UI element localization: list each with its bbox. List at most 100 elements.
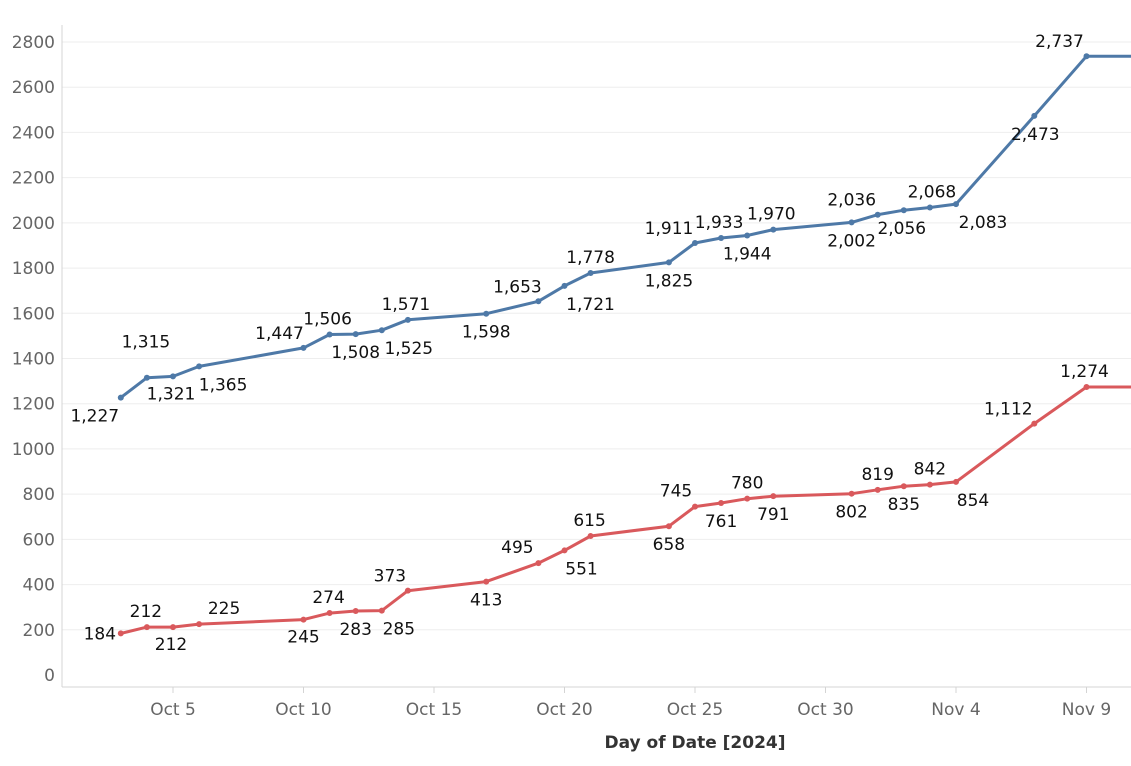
data-label: 842 [914, 460, 946, 480]
y-tick-label: 1400 [12, 350, 55, 370]
data-label: 212 [155, 635, 187, 655]
data-point [1031, 420, 1038, 427]
x-axis-title: Day of Date [2024] [604, 733, 785, 753]
y-tick-label: 2200 [12, 169, 55, 189]
data-point [404, 316, 411, 323]
data-label: 819 [861, 465, 893, 485]
x-tick-label: Nov 4 [931, 700, 980, 720]
x-tick-label: Oct 5 [150, 700, 196, 720]
data-point [874, 486, 881, 493]
x-tick-label: Oct 15 [406, 700, 462, 720]
data-label: 854 [957, 491, 989, 511]
data-label: 212 [130, 602, 162, 622]
gridlines [62, 41, 1131, 631]
data-point [926, 204, 933, 211]
data-label: 658 [653, 535, 685, 555]
data-label: 413 [470, 591, 502, 611]
y-axis-ticks: 0 200 400 600 800 1000 1200 1400 1600 1800 2000 220… [12, 33, 55, 686]
data-label: 495 [501, 538, 533, 558]
series-2 [117, 383, 1131, 637]
data-label: 283 [339, 620, 371, 640]
y-tick-label: 1000 [12, 440, 55, 460]
data-label: 1,598 [462, 323, 511, 343]
x-tick-label: Oct 20 [536, 700, 592, 720]
data-point [587, 532, 594, 539]
data-label: 615 [573, 511, 605, 531]
data-point [665, 523, 672, 530]
x-tick-label: Nov 9 [1062, 700, 1111, 720]
y-tick-label: 1600 [12, 304, 55, 324]
y-tick-label: 2000 [12, 214, 55, 234]
data-label: 2,002 [827, 231, 876, 251]
data-label: 1,447 [255, 324, 304, 344]
data-point [143, 374, 150, 381]
y-tick-label: 1200 [12, 395, 55, 415]
data-point [561, 547, 568, 554]
data-label: 1,365 [199, 375, 248, 395]
data-label: 1,227 [70, 407, 119, 427]
data-label: 1,315 [122, 333, 171, 353]
data-point [404, 587, 411, 594]
data-point [1083, 53, 1090, 60]
data-point [900, 207, 907, 214]
y-tick-label: 600 [23, 530, 55, 550]
data-point [170, 373, 176, 380]
data-label: 373 [374, 567, 406, 587]
data-point [1083, 383, 1090, 390]
y-tick-label: 2400 [12, 123, 55, 143]
data-label: 1,274 [1060, 362, 1109, 382]
data-label: 1,506 [303, 310, 352, 330]
data-point [143, 624, 150, 631]
data-label: 780 [731, 474, 763, 494]
y-tick-label: 0 [44, 666, 55, 686]
data-label: 2,036 [827, 191, 876, 211]
y-tick-label: 200 [23, 621, 55, 641]
data-label: 745 [660, 482, 692, 502]
y-tick-label: 2600 [12, 78, 55, 98]
data-label: 1,721 [566, 295, 615, 315]
data-label: 1,112 [984, 400, 1033, 420]
data-point [326, 610, 333, 617]
data-label: 1,525 [384, 339, 433, 359]
data-label: 1,571 [382, 295, 431, 315]
data-label: 285 [383, 620, 415, 640]
data-point [117, 394, 124, 401]
data-label: 2,083 [959, 213, 1008, 233]
data-point [770, 493, 777, 500]
data-label: 1,911 [645, 219, 694, 239]
x-axis-ticks: Oct 5 Oct 10 Oct 15 Oct 20 Oct 25 Oct 30 Nov 4… [150, 687, 1111, 720]
series-line [120, 385, 1131, 635]
data-label: 802 [835, 503, 867, 523]
data-point [117, 630, 124, 637]
x-tick-label: Oct 10 [275, 700, 331, 720]
series-group [117, 53, 1131, 637]
data-label: 1,944 [723, 245, 772, 265]
data-point [1031, 112, 1038, 119]
x-tick-label: Oct 25 [667, 700, 723, 720]
data-point [170, 624, 176, 631]
data-point [352, 608, 359, 615]
data-point [561, 282, 568, 289]
data-point [953, 478, 959, 485]
data-label: 1,321 [147, 384, 196, 404]
data-point [926, 481, 933, 488]
data-point [665, 259, 672, 266]
data-label: 274 [312, 588, 344, 608]
data-point [535, 560, 542, 567]
y-tick-label: 800 [23, 485, 55, 505]
data-label: 1,653 [493, 277, 542, 297]
data-label: 1,508 [331, 343, 380, 363]
axes [61, 25, 1131, 688]
data-point [692, 239, 698, 246]
data-label: 835 [888, 495, 920, 515]
data-label: 2,068 [908, 182, 957, 202]
data-label: 2,473 [1011, 125, 1060, 145]
data-label: 1,825 [645, 271, 694, 291]
data-label: 1,778 [566, 248, 615, 268]
data-point [378, 327, 385, 334]
data-point [378, 607, 385, 614]
data-point [848, 490, 855, 497]
data-point [483, 310, 490, 317]
y-tick-label: 400 [23, 576, 55, 596]
